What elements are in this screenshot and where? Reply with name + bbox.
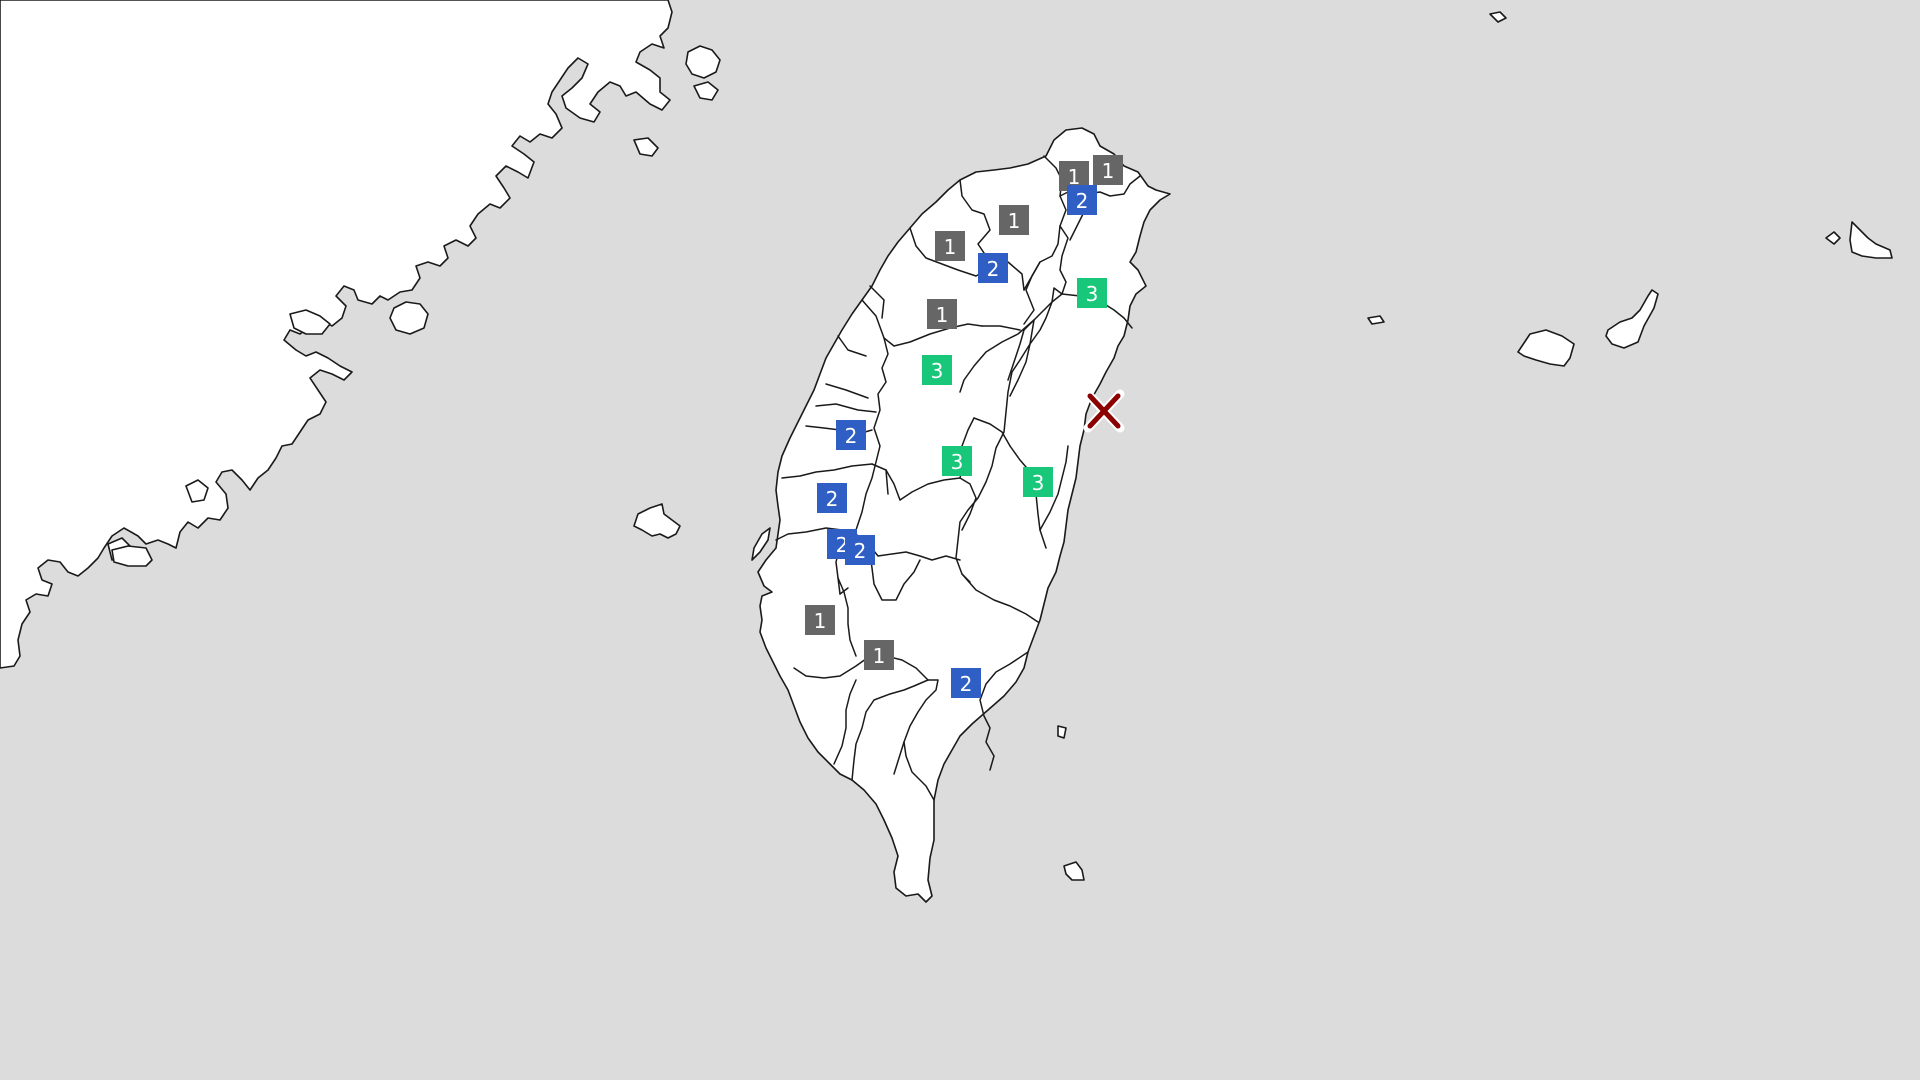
island bbox=[685, 45, 721, 79]
intensity-marker-box bbox=[1077, 278, 1107, 308]
intensity-marker-value: 1 bbox=[1008, 209, 1021, 233]
island bbox=[289, 309, 331, 335]
intensity-marker-box bbox=[978, 253, 1008, 283]
intensity-marker-value: 1 bbox=[1102, 159, 1115, 183]
island bbox=[111, 545, 153, 567]
intensity-marker: 3 bbox=[1023, 467, 1053, 497]
island bbox=[185, 479, 209, 503]
intensity-marker: 3 bbox=[942, 446, 972, 476]
intensity-marker-value: 1 bbox=[873, 644, 886, 668]
intensity-marker-box bbox=[999, 205, 1029, 235]
island bbox=[1825, 231, 1841, 245]
intensity-marker: 1 bbox=[927, 299, 957, 329]
island bbox=[389, 301, 429, 335]
island bbox=[1063, 861, 1085, 881]
intensity-marker-box bbox=[805, 605, 835, 635]
intensity-marker-box bbox=[922, 355, 952, 385]
intensity-marker-box bbox=[935, 231, 965, 261]
island bbox=[1057, 725, 1067, 739]
intensity-marker-value: 3 bbox=[951, 450, 964, 474]
intensity-marker-box bbox=[951, 668, 981, 698]
intensity-marker-box bbox=[942, 446, 972, 476]
intensity-marker-value: 2 bbox=[960, 672, 973, 696]
intensity-marker: 3 bbox=[1077, 278, 1107, 308]
intensity-marker-box bbox=[845, 535, 875, 565]
intensity-marker-value: 1 bbox=[944, 235, 957, 259]
intensity-marker: 2 bbox=[951, 668, 981, 698]
intensity-marker-box bbox=[1093, 155, 1123, 185]
island bbox=[1367, 315, 1385, 325]
intensity-marker-value: 3 bbox=[1086, 282, 1099, 306]
intensity-marker-box bbox=[1067, 185, 1097, 215]
island bbox=[1489, 11, 1507, 23]
intensity-marker: 1 bbox=[805, 605, 835, 635]
intensity-marker-box bbox=[864, 640, 894, 670]
intensity-marker: 2 bbox=[978, 253, 1008, 283]
intensity-marker-value: 1 bbox=[814, 609, 827, 633]
intensity-marker-box bbox=[817, 483, 847, 513]
intensity-marker-value: 2 bbox=[987, 257, 1000, 281]
island bbox=[693, 81, 719, 101]
intensity-marker-value: 1 bbox=[936, 303, 949, 327]
intensity-marker-box bbox=[1023, 467, 1053, 497]
mainland-coast bbox=[0, 0, 673, 669]
intensity-marker-value: 3 bbox=[1032, 471, 1045, 495]
island bbox=[633, 137, 659, 157]
island bbox=[1517, 329, 1575, 367]
intensity-marker: 2 bbox=[836, 420, 866, 450]
intensity-marker: 3 bbox=[922, 355, 952, 385]
intensity-marker-box bbox=[836, 420, 866, 450]
intensity-marker-value: 2 bbox=[845, 424, 858, 448]
penghu-islands bbox=[633, 503, 681, 539]
island bbox=[1605, 289, 1659, 349]
intensity-marker: 2 bbox=[817, 483, 847, 513]
island bbox=[751, 527, 771, 561]
intensity-marker-value: 1 bbox=[1068, 165, 1081, 189]
epicenter-marker bbox=[1083, 389, 1125, 433]
intensity-marker: 1 bbox=[999, 205, 1029, 235]
x-mark-icon bbox=[1083, 389, 1125, 433]
intensity-marker: 1 bbox=[935, 231, 965, 261]
intensity-marker-value: 3 bbox=[931, 359, 944, 383]
intensity-marker: 2 bbox=[1067, 185, 1097, 215]
intensity-marker-box bbox=[927, 299, 957, 329]
intensity-marker: 1 bbox=[864, 640, 894, 670]
intensity-marker: 1 bbox=[1093, 155, 1123, 185]
intensity-marker: 2 bbox=[845, 535, 875, 565]
intensity-marker-value: 2 bbox=[854, 539, 867, 563]
island bbox=[1849, 221, 1893, 259]
intensity-marker-value: 2 bbox=[1076, 189, 1089, 213]
intensity-marker-value: 2 bbox=[826, 487, 839, 511]
